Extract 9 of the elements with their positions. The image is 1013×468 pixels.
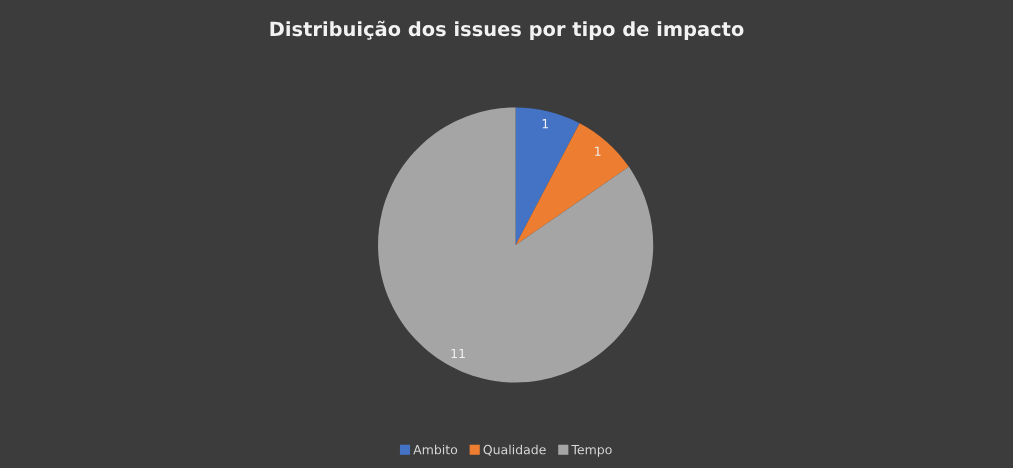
pie-slice (515, 107, 580, 245)
legend-label: Qualidade (483, 444, 546, 456)
chart-title: Distribuição dos issues por tipo de impacto (270, 20, 744, 40)
pie-slice (378, 107, 654, 383)
data-label: 11 (451, 348, 465, 359)
legend-label: Ambito (413, 444, 458, 455)
data-label: 1 (595, 146, 601, 156)
legend-label: Tempo (571, 445, 612, 457)
data-label: 1 (542, 119, 549, 129)
